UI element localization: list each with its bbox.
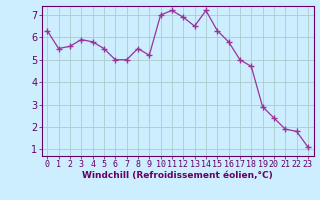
X-axis label: Windchill (Refroidissement éolien,°C): Windchill (Refroidissement éolien,°C) — [82, 171, 273, 180]
